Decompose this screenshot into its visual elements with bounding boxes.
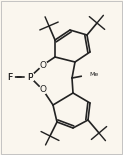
Circle shape bbox=[39, 61, 47, 69]
Text: F: F bbox=[7, 73, 13, 82]
Text: P: P bbox=[27, 73, 33, 82]
Circle shape bbox=[39, 86, 47, 94]
Circle shape bbox=[25, 73, 34, 82]
Text: P: P bbox=[27, 73, 33, 82]
Circle shape bbox=[25, 73, 34, 82]
Text: O: O bbox=[39, 60, 46, 69]
Circle shape bbox=[6, 73, 14, 81]
Text: Me: Me bbox=[89, 73, 98, 78]
Text: O: O bbox=[39, 86, 46, 95]
Circle shape bbox=[6, 73, 14, 81]
Text: F: F bbox=[7, 73, 13, 82]
Circle shape bbox=[83, 69, 93, 80]
